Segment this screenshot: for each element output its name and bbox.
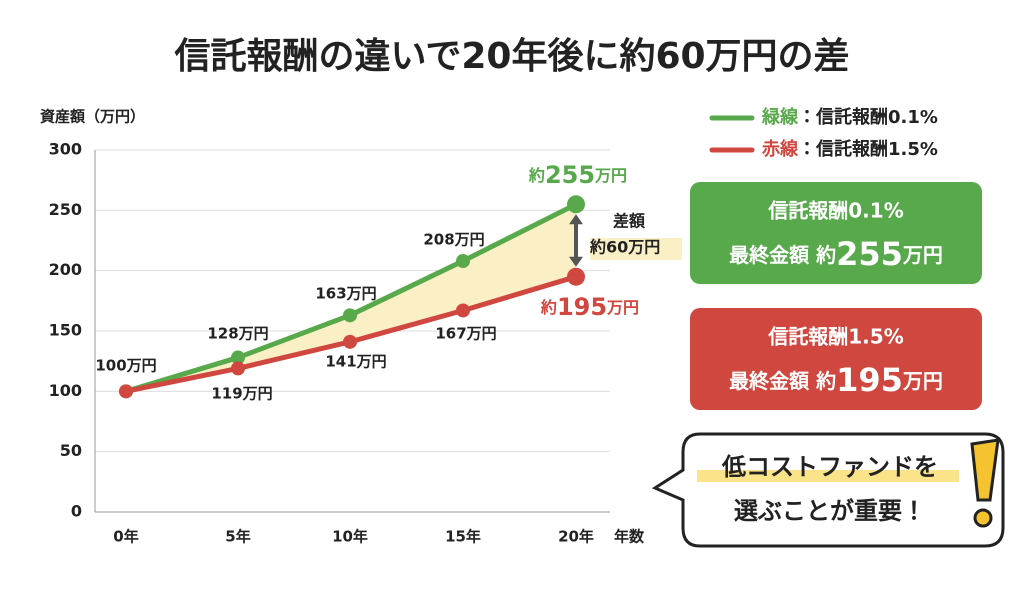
y-tick-label: 100: [49, 381, 82, 400]
value-label: 100万円: [95, 357, 156, 375]
data-point: [567, 267, 585, 286]
callout-text: 低コストファンドを: [721, 453, 938, 481]
chart-title: 信託報酬の違いで20年後に約60万円の差: [173, 36, 849, 77]
value-label: 約255万円: [528, 161, 627, 189]
value-label: 167万円: [435, 325, 496, 343]
y-tick-label: 150: [49, 321, 82, 340]
summary-box: [690, 308, 982, 410]
callout: [651, 432, 1005, 548]
value-label: 128万円: [207, 325, 268, 343]
value-label: 141万円: [325, 353, 386, 371]
legend-text: ：信託報酬1.5%: [798, 138, 938, 160]
exclamation: [970, 438, 1000, 502]
highlight: [697, 470, 959, 482]
value-label: 約195万円: [540, 293, 639, 321]
annotation-highlight: [590, 238, 682, 260]
summary-box: [690, 182, 982, 284]
legend-label: 赤線：信託報酬1.5%: [761, 138, 938, 160]
legend-name: 緑線: [761, 106, 799, 128]
difference-area: [126, 204, 576, 392]
value-label: 208万円: [423, 231, 484, 249]
x-tick-label: 20年: [558, 528, 594, 546]
y-tick-label: 300: [49, 140, 82, 159]
x-tick-label: 10年: [332, 528, 368, 546]
data-point: [119, 384, 133, 399]
y-tick-label: 250: [49, 200, 82, 219]
legend-name: 赤線: [761, 138, 799, 160]
summary-title: 信託報酬0.1%: [767, 199, 903, 223]
x-tick-label: 15年: [445, 528, 481, 546]
legend-label: 緑線：信託報酬0.1%: [761, 106, 938, 128]
exclamation-dot: [973, 508, 993, 528]
x-axis-label: 年数: [614, 528, 645, 546]
data-point: [231, 350, 245, 365]
summary-title: 信託報酬1.5%: [767, 325, 903, 349]
value-label: 119万円: [211, 385, 272, 403]
data-point: [343, 334, 357, 349]
y-tick-label: 200: [49, 260, 82, 279]
x-tick-label: 0年: [113, 528, 138, 546]
data-point: [567, 195, 585, 214]
legend-text: ：信託報酬0.1%: [798, 106, 938, 128]
y-tick-label: 0: [71, 502, 82, 521]
callout-text: 選ぶことが重要！: [734, 497, 926, 525]
y-tick-label: 50: [60, 441, 82, 460]
data-point: [231, 361, 245, 376]
callout-bubble: [651, 432, 1005, 548]
data-point: [456, 254, 470, 269]
difference-annotation: 差額: [613, 212, 646, 231]
value-label: 163万円: [315, 285, 376, 303]
x-tick-label: 5年: [225, 528, 250, 546]
summary-amount: 最終金額 約195万円: [729, 361, 943, 399]
y-axis-label: 資産額（万円）: [40, 108, 145, 126]
data-point: [343, 308, 357, 323]
summary-amount: 最終金額 約255万円: [729, 235, 943, 273]
data-point: [456, 303, 470, 318]
difference-annotation: 約60万円: [589, 238, 660, 257]
